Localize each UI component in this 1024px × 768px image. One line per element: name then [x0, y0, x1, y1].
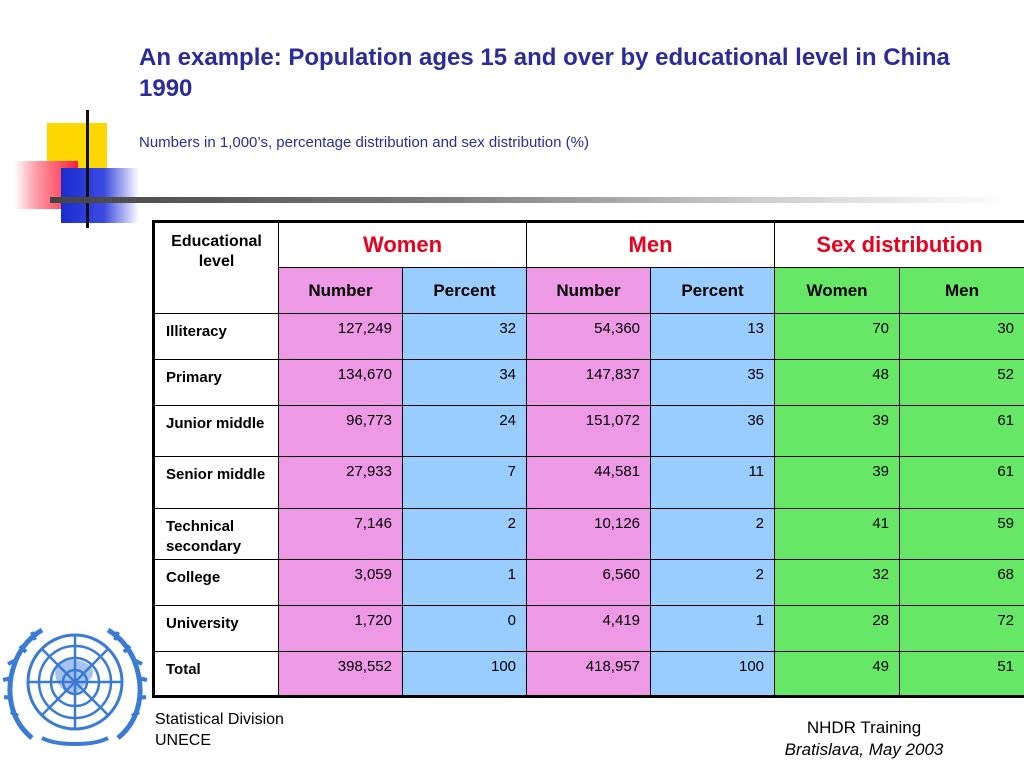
- cell-men-number: 6,560: [526, 558, 652, 606]
- cell-men-number: 10,126: [526, 507, 652, 560]
- cell-women-number: 7,146: [278, 507, 403, 560]
- subheader-women-percent: Percent: [401, 267, 528, 315]
- cell-men-number: 151,072: [526, 405, 652, 458]
- decor-vertical-line: [86, 110, 89, 228]
- slide-subtitle: Numbers in 1,000’s, percentage distribut…: [139, 134, 589, 151]
- cell-men-percent: 11: [650, 456, 776, 509]
- table-row: Senior middle 27,933 7 44,581 11 39 61: [153, 456, 1024, 509]
- cell-men-percent: 36: [650, 405, 776, 458]
- row-label: Technical secondary: [153, 507, 279, 560]
- decor-blue-square: [61, 168, 139, 223]
- table-row-total: Total 398,552 100 418,957 100 49 51: [153, 650, 1024, 698]
- subheader-sexdist-men: Men: [899, 267, 1024, 315]
- cell-sexdist-men: 30: [899, 313, 1024, 361]
- row-label: College: [153, 558, 279, 606]
- cell-women-number: 134,670: [278, 359, 403, 407]
- cell-sexdist-women: 49: [774, 650, 901, 698]
- cell-women-number: 27,933: [278, 456, 403, 509]
- cell-sexdist-men: 59: [899, 507, 1024, 560]
- cell-sexdist-men: 51: [899, 650, 1024, 698]
- row-label: Illiteracy: [153, 313, 279, 361]
- header-educational-level: Educational level: [153, 220, 279, 315]
- table-row: Illiteracy 127,249 32 54,360 13 70 30: [153, 313, 1024, 361]
- decor-yellow-square: [47, 123, 107, 183]
- cell-men-percent: 1: [650, 604, 776, 652]
- footer-organization: Statistical Division UNECE: [155, 709, 284, 751]
- cell-men-number: 147,837: [526, 359, 652, 407]
- footer-event-name: NHDR Training: [806, 718, 922, 737]
- cell-men-percent: 100: [650, 650, 776, 698]
- table-row: Technical secondary 7,146 2 10,126 2 41 …: [153, 507, 1024, 560]
- cell-sexdist-men: 52: [899, 359, 1024, 407]
- cell-sexdist-men: 61: [899, 405, 1024, 458]
- slide-title: An example: Population ages 15 and over …: [139, 44, 950, 102]
- table-subheader-row: Number Percent Number Percent Women Men: [154, 267, 1024, 315]
- cell-women-number: 398,552: [278, 650, 403, 698]
- cell-women-percent: 24: [401, 405, 528, 458]
- cell-sexdist-women: 41: [774, 507, 901, 560]
- cell-sexdist-men: 61: [899, 456, 1024, 509]
- cell-sexdist-women: 70: [774, 313, 901, 361]
- header-group-sex-distribution: Sex distribution: [774, 220, 1024, 269]
- header-group-men: Men: [526, 220, 776, 269]
- cell-women-percent: 7: [401, 456, 528, 509]
- cell-sexdist-women: 39: [774, 405, 901, 458]
- header-group-women: Women: [277, 220, 528, 269]
- decor-horizontal-line: [50, 197, 1010, 203]
- cell-sexdist-women: 28: [774, 604, 901, 652]
- cell-men-number: 418,957: [526, 650, 652, 698]
- cell-men-percent: 2: [650, 558, 776, 606]
- cell-men-number: 4,419: [526, 604, 652, 652]
- subheader-sexdist-women: Women: [774, 267, 901, 315]
- decorative-graphic: [0, 0, 1024, 240]
- cell-women-number: 3,059: [278, 558, 403, 606]
- footer-event: NHDR Training Bratislava, May 2003: [770, 717, 958, 761]
- cell-sexdist-women: 48: [774, 359, 901, 407]
- table-row: College 3,059 1 6,560 2 32 68: [153, 558, 1024, 606]
- subheader-women-number: Number: [278, 267, 403, 315]
- footer-org: UNECE: [155, 732, 212, 749]
- cell-women-percent: 32: [401, 313, 528, 361]
- un-emblem-icon: [2, 627, 148, 746]
- table-row: Junior middle 96,773 24 151,072 36 39 61: [153, 405, 1024, 458]
- cell-sexdist-men: 68: [899, 558, 1024, 606]
- row-label: Primary: [153, 359, 279, 407]
- education-table: Educational level Women Men Sex distribu…: [152, 220, 1024, 698]
- cell-men-percent: 2: [650, 507, 776, 560]
- row-label: University: [153, 604, 279, 652]
- cell-men-percent: 35: [650, 359, 776, 407]
- cell-women-percent: 100: [401, 650, 528, 698]
- subheader-men-number: Number: [526, 267, 652, 315]
- footer-event-place: Bratislava, May 2003: [784, 740, 944, 759]
- table-group-header-row: Educational level Women Men Sex distribu…: [153, 220, 1024, 315]
- cell-women-percent: 1: [401, 558, 528, 606]
- cell-women-number: 127,249: [278, 313, 403, 361]
- cell-women-number: 1,720: [278, 604, 403, 652]
- cell-sexdist-men: 72: [899, 604, 1024, 652]
- cell-men-number: 54,360: [526, 313, 652, 361]
- table-row: University 1,720 0 4,419 1 28 72: [153, 604, 1024, 652]
- subheader-men-percent: Percent: [650, 267, 776, 315]
- cell-sexdist-women: 39: [774, 456, 901, 509]
- row-label: Senior middle: [153, 456, 279, 509]
- row-label: Junior middle: [153, 405, 279, 458]
- decor-red-square: [14, 161, 78, 209]
- cell-men-number: 44,581: [526, 456, 652, 509]
- row-label: Total: [153, 650, 279, 698]
- footer-division: Statistical Division: [155, 711, 284, 728]
- cell-men-percent: 13: [650, 313, 776, 361]
- cell-women-percent: 34: [401, 359, 528, 407]
- cell-sexdist-women: 32: [774, 558, 901, 606]
- table-row: Primary 134,670 34 147,837 35 48 52: [153, 359, 1024, 407]
- cell-women-percent: 0: [401, 604, 528, 652]
- cell-women-percent: 2: [401, 507, 528, 560]
- cell-women-number: 96,773: [278, 405, 403, 458]
